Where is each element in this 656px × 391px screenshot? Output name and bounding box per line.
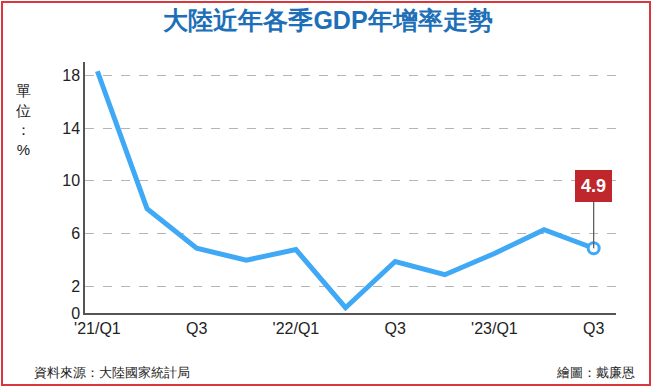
svg-text:資料來源：大陸國家統計局: 資料來源：大陸國家統計局: [34, 365, 190, 380]
svg-text:'22/Q1: '22/Q1: [273, 320, 320, 337]
svg-text:6: 6: [71, 225, 80, 242]
svg-text:大陸近年各季GDP年增率走勢: 大陸近年各季GDP年增率走勢: [163, 6, 492, 34]
svg-text:Q3: Q3: [384, 320, 405, 337]
svg-text:18: 18: [62, 67, 80, 84]
svg-text:'21/Q1: '21/Q1: [74, 320, 121, 337]
svg-text:'23/Q1: '23/Q1: [471, 320, 518, 337]
svg-text:單位：%: 單位：%: [16, 82, 31, 158]
svg-text:14: 14: [62, 120, 80, 137]
svg-text:Q3: Q3: [583, 320, 604, 337]
svg-text:0: 0: [71, 305, 80, 322]
svg-text:10: 10: [62, 172, 80, 189]
svg-text:Q3: Q3: [186, 320, 207, 337]
svg-text:繪圖：戴廉恩: 繪圖：戴廉恩: [556, 365, 635, 380]
svg-text:2: 2: [71, 278, 80, 295]
svg-text:4.9: 4.9: [581, 176, 606, 196]
